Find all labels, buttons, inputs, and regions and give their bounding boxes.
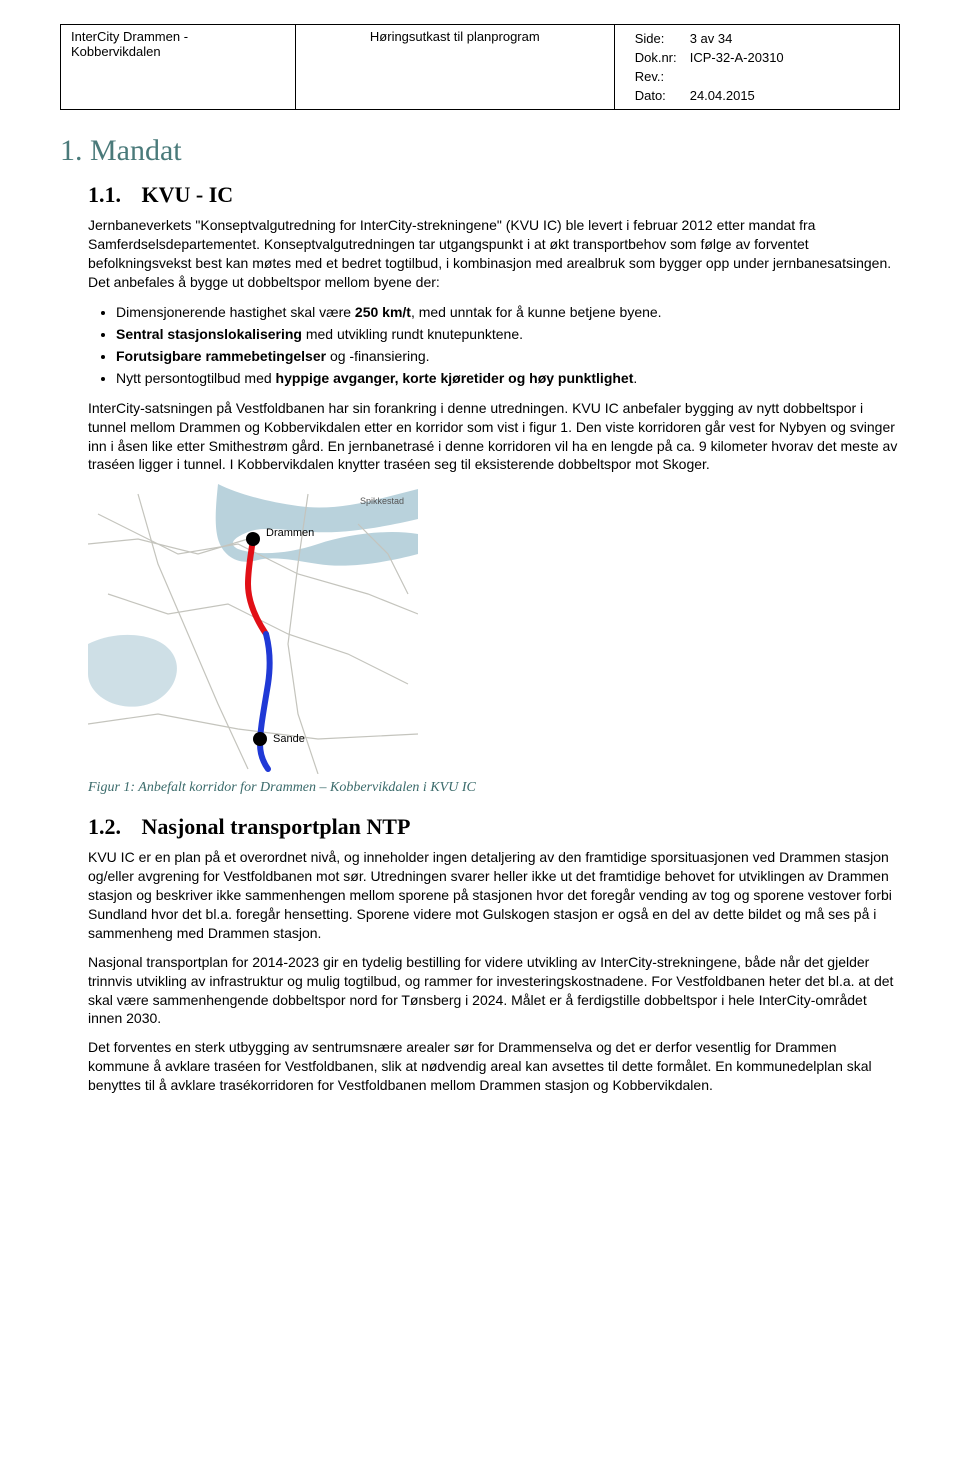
document-title: Høringsutkast til planprogram bbox=[370, 29, 540, 44]
bullet-3: Forutsigbare rammebetingelser og -finans… bbox=[116, 346, 900, 366]
node-drammen bbox=[246, 532, 260, 546]
figure-1-map: Drammen Sande Spikkestad bbox=[88, 484, 418, 774]
figure-1: Drammen Sande Spikkestad bbox=[88, 484, 900, 774]
meta-value-dok: ICP-32-A-20310 bbox=[690, 50, 879, 65]
project-line-1: InterCity Drammen - bbox=[71, 29, 285, 44]
sub11-p1: Jernbaneverkets "Konseptvalgutredning fo… bbox=[88, 216, 900, 292]
sub12-p1: KVU IC er en plan på et overordnet nivå,… bbox=[88, 848, 900, 942]
node-sande bbox=[253, 732, 267, 746]
document-page: InterCity Drammen - Kobbervikdalen Hørin… bbox=[0, 0, 960, 1145]
header-table: InterCity Drammen - Kobbervikdalen Hørin… bbox=[60, 24, 900, 110]
figure-1-caption: Figur 1: Anbefalt korridor for Drammen –… bbox=[88, 780, 900, 796]
section-1-heading: 1. Mandat bbox=[60, 134, 900, 168]
meta-value-dato: 24.04.2015 bbox=[690, 88, 879, 103]
label-drammen: Drammen bbox=[266, 527, 314, 539]
sub11-bullets: Dimensjonerende hastighet skal være 250 … bbox=[88, 302, 900, 389]
subsection-1-1-num: 1.1. bbox=[88, 182, 136, 208]
bullet-2: Sentral stasjonslokalisering med utvikli… bbox=[116, 324, 900, 344]
bullet-1: Dimensjonerende hastighet skal være 250 … bbox=[116, 302, 900, 322]
subsection-1-1-heading: 1.1. KVU - IC bbox=[88, 182, 900, 208]
meta-row-dok: Dok.nr: ICP-32-A-20310 bbox=[625, 48, 889, 67]
meta-label-rev: Rev.: bbox=[635, 69, 690, 84]
section-1-num: 1. bbox=[60, 134, 83, 167]
subsection-1-2-heading: 1.2. Nasjonal transportplan NTP bbox=[88, 814, 900, 840]
project-line-2: Kobbervikdalen bbox=[71, 44, 285, 59]
label-spikkestad: Spikkestad bbox=[360, 496, 404, 506]
header-left-cell: InterCity Drammen - Kobbervikdalen bbox=[61, 25, 296, 110]
meta-row-dato: Dato: 24.04.2015 bbox=[625, 86, 889, 105]
section-1-title: Mandat bbox=[90, 134, 182, 167]
meta-row-side: Side: 3 av 34 bbox=[625, 29, 889, 48]
meta-value-side: 3 av 34 bbox=[690, 31, 879, 46]
bullet-4: Nytt persontogtilbud med hyppige avgange… bbox=[116, 368, 900, 388]
meta-row-rev: Rev.: bbox=[625, 67, 889, 86]
sub12-p2: Nasjonal transportplan for 2014-2023 gir… bbox=[88, 953, 900, 1029]
meta-value-rev bbox=[690, 69, 879, 84]
subsection-1-2-num: 1.2. bbox=[88, 814, 136, 840]
sub11-p2: InterCity-satsningen på Vestfoldbanen ha… bbox=[88, 399, 900, 475]
subsection-1-2-title: Nasjonal transportplan NTP bbox=[142, 814, 411, 839]
label-sande: Sande bbox=[273, 733, 305, 745]
sub12-p3: Det forventes en sterk utbygging av sent… bbox=[88, 1038, 900, 1095]
subsection-1-1-title: KVU - IC bbox=[142, 182, 234, 207]
header-right-cell: Side: 3 av 34 Dok.nr: ICP-32-A-20310 Rev… bbox=[614, 25, 899, 110]
meta-label-dato: Dato: bbox=[635, 88, 690, 103]
meta-label-dok: Dok.nr: bbox=[635, 50, 690, 65]
header-mid-cell: Høringsutkast til planprogram bbox=[295, 25, 614, 110]
meta-label-side: Side: bbox=[635, 31, 690, 46]
